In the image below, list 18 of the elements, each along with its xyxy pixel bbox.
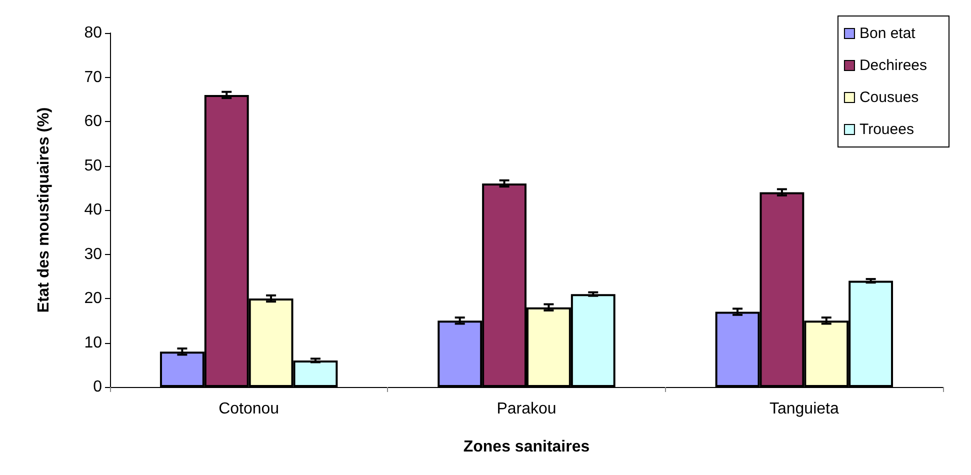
x-tick-label: Cotonou <box>218 400 280 418</box>
y-tick-label: 10 <box>84 334 102 352</box>
y-tick-label: 80 <box>84 24 102 42</box>
x-tick-label: Parakou <box>496 400 556 418</box>
y-tick-label: 30 <box>84 246 102 263</box>
x-axis-title: Zones sanitaires <box>463 438 590 456</box>
legend-label: Cousues <box>859 89 919 106</box>
y-tick-label: 0 <box>93 378 102 396</box>
y-tick-label: 50 <box>84 157 102 174</box>
legend-label: Trouees <box>859 121 914 138</box>
y-tick-label: 60 <box>84 113 102 130</box>
legend-label: Dechirees <box>859 57 927 74</box>
legend-label: Bon etat <box>859 25 916 42</box>
y-tick-label: 70 <box>84 68 102 86</box>
y-axis-title: Etat des moustiquaires (%) <box>36 107 52 313</box>
y-tick-label: 40 <box>84 202 102 218</box>
x-tick-label: Tanguieta <box>769 400 839 418</box>
y-tick-label: 20 <box>84 290 102 307</box>
